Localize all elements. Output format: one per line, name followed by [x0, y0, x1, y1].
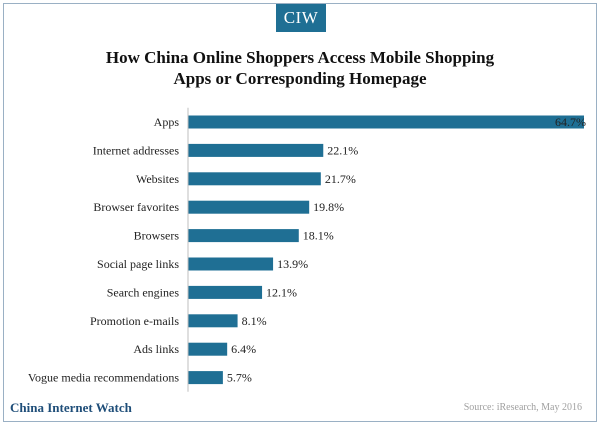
bar — [188, 200, 310, 214]
bar — [188, 257, 274, 271]
value-label: 8.1% — [242, 314, 267, 328]
category-label: Websites — [136, 172, 179, 186]
bar — [188, 172, 321, 186]
category-label: Apps — [154, 115, 180, 129]
value-label: 19.8% — [313, 200, 344, 214]
category-label: Ads links — [133, 342, 179, 356]
value-label: 21.7% — [325, 172, 356, 186]
value-label: 5.7% — [227, 371, 252, 385]
value-label: 12.1% — [266, 285, 297, 299]
chart-title-line-2: Apps or Corresponding Homepage — [173, 69, 427, 88]
value-label: 22.1% — [327, 143, 358, 157]
bar — [188, 285, 263, 299]
value-label: 18.1% — [303, 229, 334, 243]
bar — [188, 229, 299, 243]
footer-brand: China Internet Watch — [10, 400, 132, 415]
category-label: Search engines — [107, 285, 180, 299]
chart-title: How China Online Shoppers Access Mobile … — [40, 47, 560, 89]
bar — [188, 371, 223, 385]
category-label: Vogue media recommendations — [28, 371, 179, 385]
bar — [188, 342, 228, 356]
ciw-logo: CIW — [276, 4, 326, 32]
chart-title-line-1: How China Online Shoppers Access Mobile … — [105, 48, 495, 67]
category-label: Promotion e-mails — [90, 314, 179, 328]
category-label: Browser favorites — [93, 200, 179, 214]
value-label: 64.7% — [555, 115, 586, 129]
category-label: Social page links — [97, 257, 179, 271]
bar — [188, 314, 238, 328]
value-label: 6.4% — [231, 342, 256, 356]
category-label: Browsers — [134, 229, 180, 243]
category-label: Internet addresses — [93, 143, 180, 157]
bar — [188, 115, 584, 129]
footer-source: Source: iResearch, May 2016 — [463, 402, 582, 413]
value-label: 13.9% — [277, 257, 308, 271]
bar — [188, 143, 324, 157]
